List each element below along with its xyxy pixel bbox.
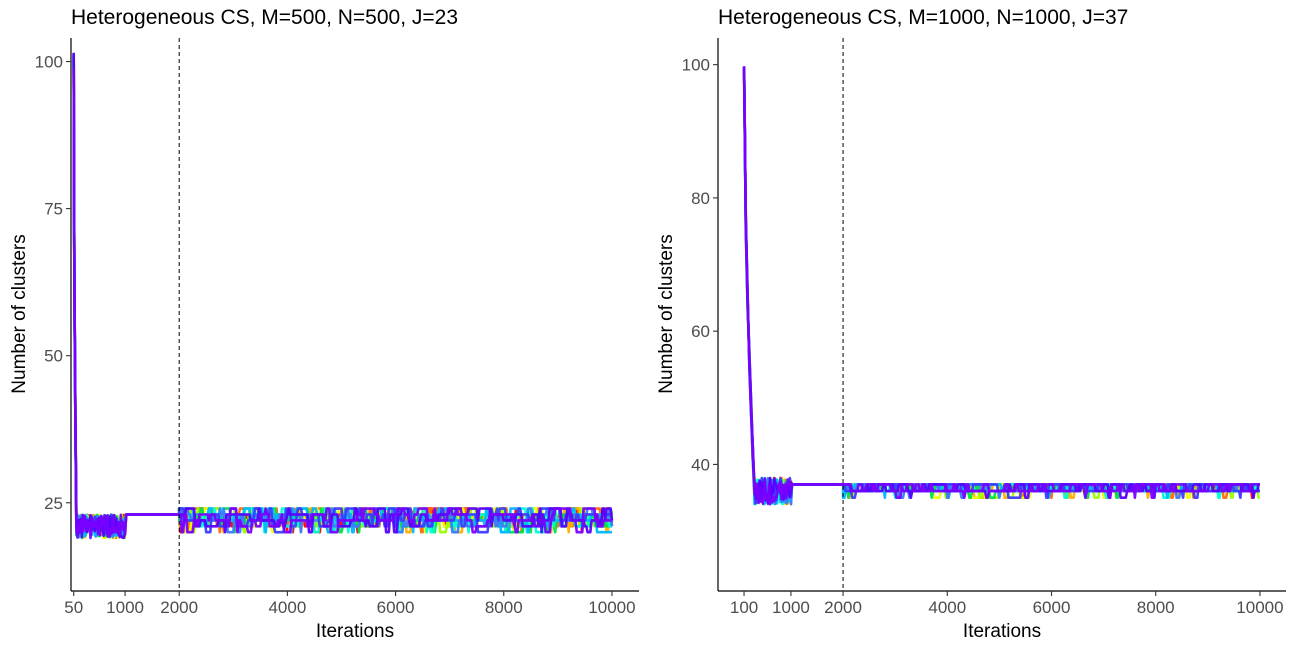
trace-line <box>72 54 612 539</box>
x-tick-label: 1000 <box>772 598 810 617</box>
trace-line <box>72 56 614 540</box>
panel-left-y-axis-title: Number of clusters <box>9 234 30 393</box>
trace-line <box>742 71 1260 504</box>
trace-line <box>72 55 614 540</box>
trace-line <box>742 68 1260 506</box>
trace-line <box>742 72 1260 506</box>
trace-line <box>72 59 614 539</box>
x-tick-label: 100 <box>730 598 758 617</box>
y-tick-label: 50 <box>44 347 63 366</box>
x-tick-label: 8000 <box>1137 598 1175 617</box>
panel-right-title: Heterogeneous CS, M=1000, N=1000, J=37 <box>718 6 1128 29</box>
trace-line <box>72 57 612 539</box>
trace-line <box>72 55 612 540</box>
x-tick-label: 6000 <box>377 598 415 617</box>
y-tick-label: 40 <box>691 455 710 474</box>
trace-line <box>72 69 612 540</box>
trace-line <box>72 52 614 540</box>
panel-right: Heterogeneous CS, M=1000, N=1000, J=37 4… <box>656 6 1286 642</box>
panel-right-y-ticks: 40 60 80 100 <box>682 56 718 474</box>
x-tick-label: 10000 <box>588 598 635 617</box>
x-tick-label: 2000 <box>824 598 862 617</box>
y-tick-label: 25 <box>44 494 63 513</box>
trace-line <box>72 58 612 540</box>
x-tick-label: 10000 <box>1236 598 1283 617</box>
x-tick-label: 50 <box>64 598 83 617</box>
x-tick-label: 4000 <box>268 598 306 617</box>
trace-line <box>742 69 1260 506</box>
y-tick-label: 80 <box>691 189 710 208</box>
trace-line <box>72 53 612 537</box>
trace-line <box>742 70 1260 504</box>
trace-line <box>742 74 1260 506</box>
y-tick-label: 100 <box>35 53 63 72</box>
x-tick-label: 1000 <box>106 598 144 617</box>
x-tick-label: 8000 <box>485 598 523 617</box>
panel-left-y-ticks: 25 50 75 100 <box>35 53 71 513</box>
panel-left-x-axis-title: Iterations <box>316 621 394 642</box>
y-tick-label: 100 <box>682 56 710 75</box>
trace-line <box>72 53 614 539</box>
panel-left: Heterogeneous CS, M=500, N=500, J=23 25 5… <box>9 6 639 642</box>
trace-line <box>742 73 1260 506</box>
y-tick-label: 60 <box>691 322 710 341</box>
panel-right-y-axis-title: Number of clusters <box>656 234 677 393</box>
panel-left-traces <box>72 52 614 540</box>
trace-line <box>742 67 1260 506</box>
x-tick-label: 4000 <box>928 598 966 617</box>
panel-left-title: Heterogeneous CS, M=500, N=500, J=23 <box>71 6 458 29</box>
x-tick-label: 6000 <box>1033 598 1071 617</box>
panel-right-x-ticks: 100 1000 2000 4000 6000 8000 10000 <box>730 591 1284 617</box>
panel-right-x-axis-title: Iterations <box>963 621 1041 642</box>
trace-line <box>742 69 1260 506</box>
x-tick-label: 2000 <box>160 598 198 617</box>
trace-line <box>742 66 1260 506</box>
y-tick-label: 75 <box>44 200 63 219</box>
trace-line <box>72 57 614 540</box>
panel-right-traces <box>742 66 1260 506</box>
panel-left-x-ticks: 50 1000 2000 4000 6000 8000 10000 <box>64 591 636 617</box>
trace-line <box>742 72 1260 505</box>
trace-line <box>742 66 1260 505</box>
